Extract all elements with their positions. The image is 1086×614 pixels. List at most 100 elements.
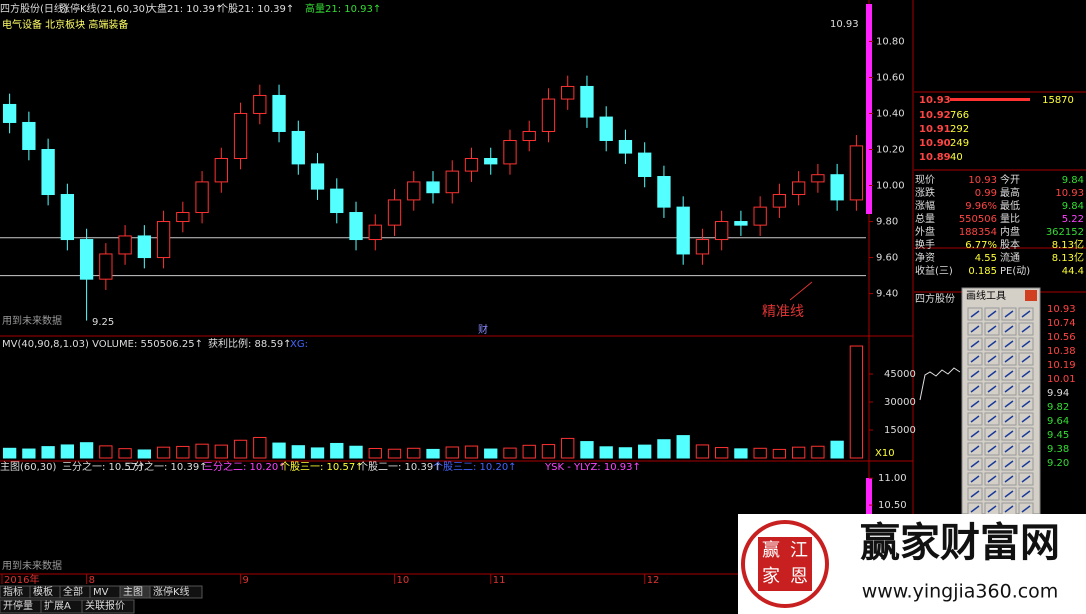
quote-value: 8.13亿 bbox=[1052, 251, 1084, 264]
volume-bar bbox=[118, 448, 132, 459]
tab[interactable] bbox=[149, 585, 203, 599]
volume-bar bbox=[676, 435, 690, 459]
tool-icon bbox=[987, 340, 997, 348]
mini-tick-label: 10.38 bbox=[1047, 346, 1076, 357]
tool-icon bbox=[987, 415, 997, 423]
bid-price: 10.90 bbox=[919, 138, 951, 149]
candle-body bbox=[233, 112, 248, 159]
candle-body bbox=[734, 221, 748, 226]
quote-value: 9.84 bbox=[1062, 201, 1084, 212]
y-tick-label: 10.00 bbox=[876, 181, 905, 192]
bid-price: 10.91 bbox=[919, 124, 951, 135]
quote-value: 4.55 bbox=[975, 253, 997, 264]
header-item: 四方股份(日线) bbox=[0, 2, 68, 15]
quote-value: 9.84 bbox=[1062, 175, 1084, 186]
candle-body bbox=[22, 121, 36, 150]
volume-bar bbox=[195, 443, 209, 459]
tool-icon bbox=[1004, 310, 1014, 318]
header-item: 涨停K线(21,60,30) bbox=[60, 2, 149, 15]
volume-bar bbox=[253, 436, 267, 459]
quote-value: 10.93 bbox=[968, 175, 997, 186]
tool-icon bbox=[987, 505, 997, 513]
tool-icon bbox=[1021, 445, 1031, 453]
close-button[interactable] bbox=[1025, 290, 1037, 301]
volume-bar bbox=[176, 445, 190, 459]
tool-icon bbox=[1004, 445, 1014, 453]
indicator-band bbox=[866, 4, 872, 214]
volume-bar bbox=[2, 447, 17, 459]
tool-icon bbox=[970, 475, 980, 483]
tool-icon bbox=[1021, 415, 1031, 423]
candle-body bbox=[426, 181, 440, 194]
volume-bar bbox=[772, 448, 787, 459]
tool-icon bbox=[1021, 325, 1031, 333]
tool-icon bbox=[987, 490, 997, 498]
candle-body bbox=[156, 221, 171, 259]
tool-icon bbox=[1021, 340, 1031, 348]
tool-icon bbox=[970, 325, 980, 333]
volume-bar bbox=[22, 448, 36, 459]
tool-icon bbox=[1004, 490, 1014, 498]
tool-icon bbox=[970, 340, 980, 348]
tool-icon bbox=[1004, 400, 1014, 408]
tool-icon bbox=[987, 475, 997, 483]
mini-tick-label: 9.45 bbox=[1047, 430, 1069, 441]
volume-bar bbox=[618, 447, 633, 459]
quote-label: PE(动) bbox=[1000, 265, 1030, 277]
tool-icon bbox=[987, 460, 997, 468]
candle-body bbox=[272, 94, 286, 132]
mini-title: 四方股份 bbox=[915, 292, 955, 305]
candle-body bbox=[41, 148, 55, 196]
candle-body bbox=[368, 224, 382, 241]
volume-bar bbox=[830, 440, 844, 459]
header-item: 高量21: 10.93↑ bbox=[305, 2, 381, 15]
volume-bar bbox=[291, 445, 305, 459]
legend-item: 三分之一: 10.57↑ bbox=[62, 460, 146, 473]
y-tick-label: 45000 bbox=[884, 369, 916, 380]
y-tick-label: 10.40 bbox=[876, 108, 905, 119]
volume-bar bbox=[580, 441, 594, 459]
candle-body bbox=[464, 157, 479, 172]
ask-price: 10.93 bbox=[919, 95, 951, 106]
quote-value: 5.22 bbox=[1062, 214, 1084, 225]
quote-value: 550506 bbox=[959, 214, 997, 225]
bid-volume: 766 bbox=[950, 110, 969, 121]
volume-bar bbox=[734, 448, 748, 459]
quote-value: 6.77% bbox=[965, 240, 997, 251]
bid-price: 10.89 bbox=[919, 152, 951, 163]
quote-label: 涨跌 bbox=[915, 186, 935, 199]
mini-line bbox=[919, 367, 961, 401]
candle-body bbox=[484, 157, 498, 165]
tool-icon bbox=[970, 385, 980, 393]
quote-label: 现价 bbox=[915, 174, 935, 186]
tool-icon bbox=[970, 505, 980, 513]
tool-icon bbox=[970, 445, 980, 453]
x-tick-label: 10 bbox=[397, 575, 410, 586]
tool-icon bbox=[1004, 385, 1014, 393]
tool-icon bbox=[987, 310, 997, 318]
quote-label: 总量 bbox=[915, 212, 935, 225]
tool-icon bbox=[1021, 475, 1031, 483]
volume-bar bbox=[41, 446, 55, 459]
tool-icon bbox=[1021, 505, 1031, 513]
volume-bar bbox=[753, 447, 767, 459]
tab-label: 涨停K线 bbox=[153, 585, 190, 598]
candle-body bbox=[2, 103, 17, 123]
tab-label: 关联报价 bbox=[85, 599, 125, 612]
volume-bar bbox=[849, 345, 864, 459]
candle-body bbox=[638, 152, 652, 178]
logo-url: www.yingjia360.com bbox=[862, 581, 1059, 603]
candle-body bbox=[253, 94, 267, 114]
y-tick-label: 10.60 bbox=[876, 72, 905, 83]
tab[interactable] bbox=[81, 599, 135, 614]
candle-body bbox=[79, 239, 94, 280]
tool-icon bbox=[1004, 415, 1014, 423]
volume-bar bbox=[522, 444, 536, 459]
seal-char: 江 bbox=[790, 540, 808, 561]
candle-body bbox=[811, 174, 825, 183]
candle-body bbox=[445, 170, 459, 194]
candle-body bbox=[830, 174, 844, 201]
volume-bar bbox=[137, 449, 151, 459]
